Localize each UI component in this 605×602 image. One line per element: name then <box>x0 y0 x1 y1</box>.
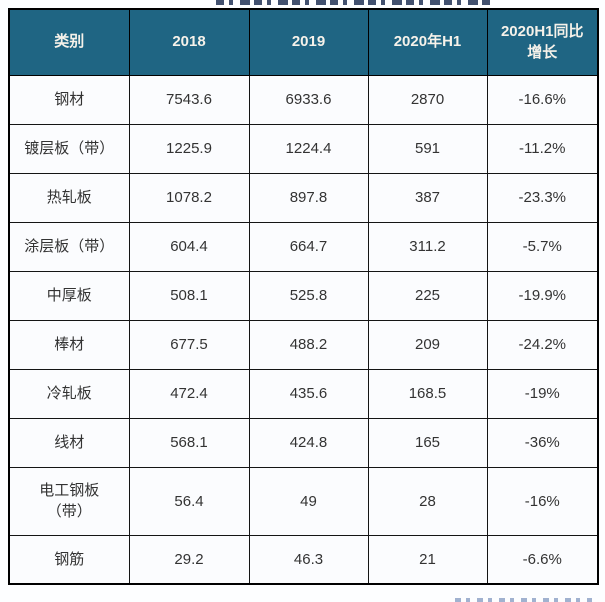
header-cell-yoy: 2020H1同比增长 <box>486 8 599 76</box>
cell-category: 中厚板 <box>8 270 130 321</box>
table-row: 镀层板（带） 1225.9 1224.4 591 -11.2% <box>8 123 599 174</box>
cell-yoy: -5.7% <box>486 221 599 272</box>
cell-yoy: -16.6% <box>486 74 599 125</box>
cell-2019: 424.8 <box>248 417 369 468</box>
cell-2020h1: 591 <box>367 123 488 174</box>
cell-2018: 604.4 <box>128 221 250 272</box>
cell-category: 棒材 <box>8 319 130 370</box>
cell-2018: 508.1 <box>128 270 250 321</box>
cell-2018: 1225.9 <box>128 123 250 174</box>
cell-yoy: -36% <box>486 417 599 468</box>
cell-2018: 472.4 <box>128 368 250 419</box>
cell-2020h1: 387 <box>367 172 488 223</box>
table-row: 钢筋 29.2 46.3 21 -6.6% <box>8 534 599 585</box>
cell-category: 冷轧板 <box>8 368 130 419</box>
table-row: 钢材 7543.6 6933.6 2870 -16.6% <box>8 74 599 125</box>
cell-2018: 29.2 <box>128 534 250 585</box>
cell-category: 热轧板 <box>8 172 130 223</box>
cell-2019: 525.8 <box>248 270 369 321</box>
table-row: 涂层板（带） 604.4 664.7 311.2 -5.7% <box>8 221 599 272</box>
cell-2018: 677.5 <box>128 319 250 370</box>
cell-2020h1: 165 <box>367 417 488 468</box>
cell-2020h1: 28 <box>367 466 488 536</box>
cell-category: 钢材 <box>8 74 130 125</box>
table-row: 冷轧板 472.4 435.6 168.5 -19% <box>8 368 599 419</box>
cell-category: 镀层板（带） <box>8 123 130 174</box>
header-cell-2019: 2019 <box>248 8 369 76</box>
cell-yoy: -6.6% <box>486 534 599 585</box>
cell-category: 线材 <box>8 417 130 468</box>
header-row: 类别 2018 2019 2020年H1 2020H1同比增长 <box>8 8 599 76</box>
header-cell-category: 类别 <box>8 8 130 76</box>
cell-2020h1: 225 <box>367 270 488 321</box>
cell-2019: 488.2 <box>248 319 369 370</box>
steel-production-table: 类别 2018 2019 2020年H1 2020H1同比增长 钢材 7543.… <box>8 8 599 585</box>
cell-yoy: -16% <box>486 466 599 536</box>
cell-2019: 49 <box>248 466 369 536</box>
cell-yoy: -24.2% <box>486 319 599 370</box>
table-row: 线材 568.1 424.8 165 -36% <box>8 417 599 468</box>
cell-2018: 1078.2 <box>128 172 250 223</box>
cell-category: 钢筋 <box>8 534 130 585</box>
header-cell-2018: 2018 <box>128 8 250 76</box>
header-cell-2020h1: 2020年H1 <box>367 8 488 76</box>
cell-2020h1: 168.5 <box>367 368 488 419</box>
cell-2020h1: 311.2 <box>367 221 488 272</box>
table-row: 电工钢板（带） 56.4 49 28 -16% <box>8 466 599 536</box>
table-row: 热轧板 1078.2 897.8 387 -23.3% <box>8 172 599 223</box>
cell-2019: 1224.4 <box>248 123 369 174</box>
cell-yoy: -11.2% <box>486 123 599 174</box>
table-body: 钢材 7543.6 6933.6 2870 -16.6% 镀层板（带） 1225… <box>8 74 599 585</box>
cell-category: 涂层板（带） <box>8 221 130 272</box>
table-row: 中厚板 508.1 525.8 225 -19.9% <box>8 270 599 321</box>
cell-category: 电工钢板（带） <box>8 466 130 536</box>
table-row: 棒材 677.5 488.2 209 -24.2% <box>8 319 599 370</box>
cell-2020h1: 209 <box>367 319 488 370</box>
cell-2019: 664.7 <box>248 221 369 272</box>
cell-2019: 6933.6 <box>248 74 369 125</box>
cell-yoy: -19% <box>486 368 599 419</box>
cell-2018: 568.1 <box>128 417 250 468</box>
table-header: 类别 2018 2019 2020年H1 2020H1同比增长 <box>8 8 599 76</box>
cell-yoy: -19.9% <box>486 270 599 321</box>
cell-2020h1: 2870 <box>367 74 488 125</box>
cell-2018: 56.4 <box>128 466 250 536</box>
cell-yoy: -23.3% <box>486 172 599 223</box>
cell-2019: 435.6 <box>248 368 369 419</box>
cell-2020h1: 21 <box>367 534 488 585</box>
cell-2019: 46.3 <box>248 534 369 585</box>
cell-2018: 7543.6 <box>128 74 250 125</box>
clipped-watermark-fragment <box>455 598 592 602</box>
clipped-title-fragment <box>216 0 492 5</box>
cell-2019: 897.8 <box>248 172 369 223</box>
